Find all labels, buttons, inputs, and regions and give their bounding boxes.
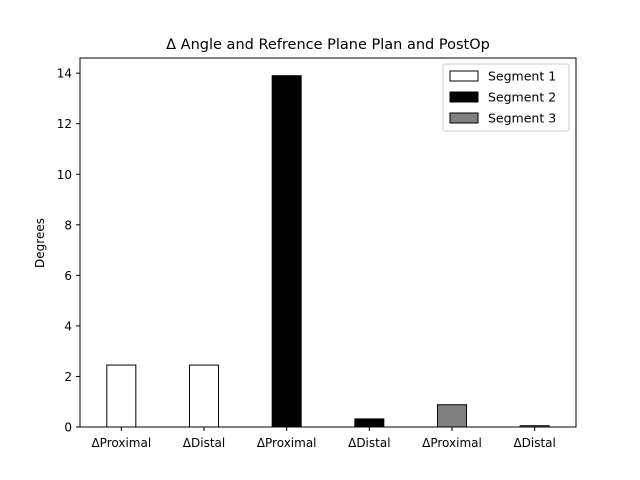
plot-area: 0 2 4 6 8 10 12 14 ΔProximal ΔDistal ΔProximal ΔDis…	[57, 57, 577, 450]
bar-2-3	[271, 75, 302, 428]
y-tick-label-4: 8	[64, 218, 72, 232]
x-tick-label-2: ΔProximal	[257, 436, 317, 450]
x-tick-label-5: ΔDistal	[513, 436, 555, 450]
legend-swatch-2	[449, 91, 479, 103]
legend-label-3: Segment 3	[488, 111, 556, 126]
bar-2-4	[354, 418, 385, 428]
bar-1-2	[189, 364, 219, 428]
y-tick-label-6: 12	[57, 117, 72, 131]
chart-title: Δ Angle and Refrence Plane Plan and Post…	[166, 37, 490, 53]
plot-frame	[79, 57, 577, 428]
legend-label-2: Segment 2	[488, 90, 556, 105]
bar-3-5	[437, 404, 467, 428]
legend: Segment 1 Segment 2 Segment 3	[442, 63, 570, 132]
x-tick-label-3: ΔDistal	[348, 436, 390, 450]
x-tick-label-0: ΔProximal	[91, 436, 151, 450]
y-tick-label-3: 6	[64, 269, 72, 283]
y-tick-label-5: 10	[57, 168, 72, 182]
y-tick-label-7: 14	[57, 67, 72, 81]
y-axis-label: Degrees	[33, 218, 47, 268]
x-tick-label-4: ΔProximal	[422, 436, 482, 450]
y-tick-label-2: 4	[64, 319, 72, 333]
y-tick-label-1: 2	[64, 370, 72, 384]
y-tick-label-0: 0	[64, 421, 72, 435]
bar-1-1	[106, 364, 137, 428]
x-tick-label-1: ΔDistal	[183, 436, 225, 450]
legend-swatch-3	[449, 112, 479, 124]
legend-swatch-1	[449, 70, 479, 82]
legend-label-1: Segment 1	[488, 69, 556, 84]
